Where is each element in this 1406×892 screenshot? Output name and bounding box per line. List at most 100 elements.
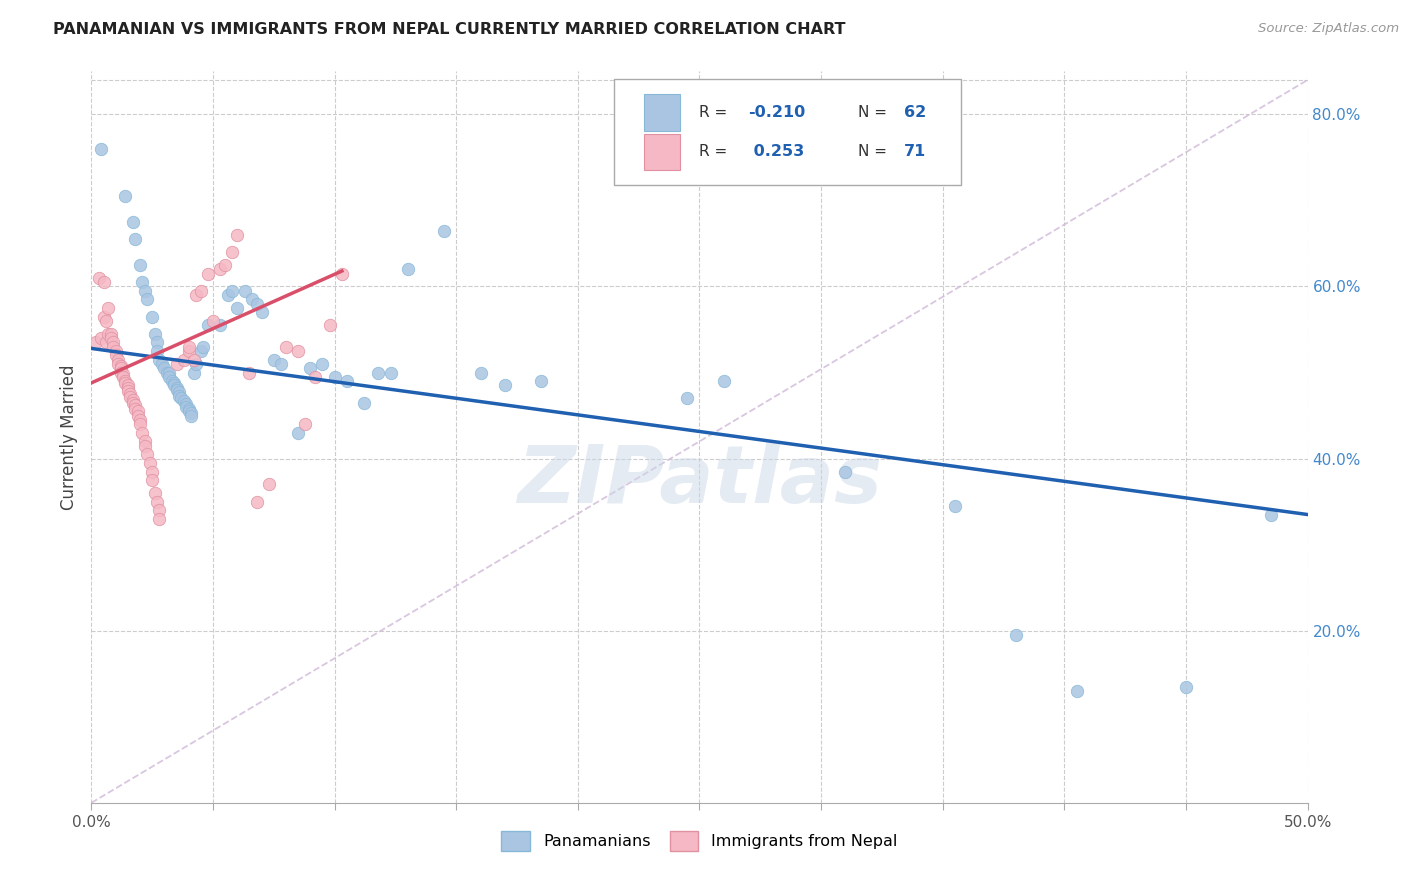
Point	[1260, 508, 1282, 522]
Point	[380, 366, 402, 380]
Point	[121, 395, 143, 409]
Point	[90, 331, 112, 345]
Point	[257, 477, 280, 491]
Point	[1066, 684, 1088, 698]
FancyBboxPatch shape	[644, 94, 681, 130]
Text: 0.253: 0.253	[748, 145, 804, 160]
Point	[110, 361, 132, 376]
Point	[156, 366, 179, 380]
Point	[117, 378, 139, 392]
Point	[190, 344, 212, 359]
Point	[330, 267, 353, 281]
Point	[139, 456, 162, 470]
Point	[163, 378, 186, 392]
Point	[97, 301, 120, 315]
Point	[367, 366, 389, 380]
Point	[287, 425, 309, 440]
Point	[94, 314, 117, 328]
Point	[127, 409, 149, 423]
Point	[103, 340, 125, 354]
Point	[121, 393, 143, 408]
Point	[131, 275, 153, 289]
Text: PANAMANIAN VS IMMIGRANTS FROM NEPAL CURRENTLY MARRIED CORRELATION CHART: PANAMANIAN VS IMMIGRANTS FROM NEPAL CURR…	[53, 22, 846, 37]
Point	[183, 366, 205, 380]
Point	[299, 361, 322, 376]
Point	[246, 494, 269, 508]
Point	[197, 318, 219, 333]
Point	[173, 352, 195, 367]
Point	[319, 318, 342, 333]
Point	[274, 340, 297, 354]
Point	[124, 398, 146, 412]
Point	[166, 381, 188, 395]
Point	[713, 374, 735, 388]
Point	[93, 275, 115, 289]
Point	[173, 393, 195, 408]
Point	[180, 406, 202, 420]
Point	[84, 335, 107, 350]
Point	[174, 397, 197, 411]
Text: R =: R =	[699, 145, 733, 160]
Point	[433, 223, 456, 237]
Point	[209, 262, 232, 277]
Point	[148, 352, 170, 367]
Point	[103, 335, 125, 350]
Point	[167, 389, 190, 403]
Point	[226, 301, 249, 315]
Point	[143, 326, 166, 341]
Point	[117, 384, 139, 399]
Point	[353, 395, 375, 409]
Point	[177, 344, 200, 359]
Point	[1004, 628, 1026, 642]
Point	[148, 512, 170, 526]
Text: ZIPatlas: ZIPatlas	[517, 442, 882, 520]
Point	[124, 232, 146, 246]
Point	[111, 368, 134, 382]
Point	[93, 310, 115, 324]
Point	[110, 366, 132, 380]
Point	[117, 381, 139, 395]
Point	[184, 357, 207, 371]
Text: -0.210: -0.210	[748, 105, 806, 120]
Point	[120, 387, 142, 401]
Point	[129, 258, 152, 272]
FancyBboxPatch shape	[614, 78, 960, 185]
Point	[97, 326, 120, 341]
Point	[163, 376, 186, 390]
Point	[166, 357, 188, 371]
Point	[177, 401, 200, 416]
Point	[146, 494, 169, 508]
Text: N =: N =	[858, 105, 891, 120]
Point	[396, 262, 419, 277]
Point	[233, 284, 256, 298]
Point	[246, 296, 269, 310]
Point	[177, 340, 200, 354]
Point	[114, 376, 136, 390]
FancyBboxPatch shape	[644, 134, 681, 170]
Point	[120, 390, 142, 404]
Point	[170, 392, 193, 406]
Point	[136, 447, 159, 461]
Point	[217, 288, 239, 302]
Point	[104, 348, 127, 362]
Point	[287, 344, 309, 359]
Point	[238, 366, 260, 380]
Point	[94, 335, 117, 350]
Point	[1175, 680, 1198, 694]
Point	[304, 369, 326, 384]
Point	[141, 310, 163, 324]
Point	[100, 326, 122, 341]
Point	[157, 369, 180, 384]
Point	[221, 245, 243, 260]
Point	[131, 425, 153, 440]
Point	[294, 417, 316, 432]
Point	[136, 293, 159, 307]
Point	[530, 374, 553, 388]
Point	[214, 258, 236, 272]
Text: 71: 71	[904, 145, 927, 160]
Point	[150, 357, 173, 371]
Point	[190, 284, 212, 298]
Point	[107, 352, 129, 367]
Point	[494, 378, 516, 392]
Point	[209, 318, 232, 333]
